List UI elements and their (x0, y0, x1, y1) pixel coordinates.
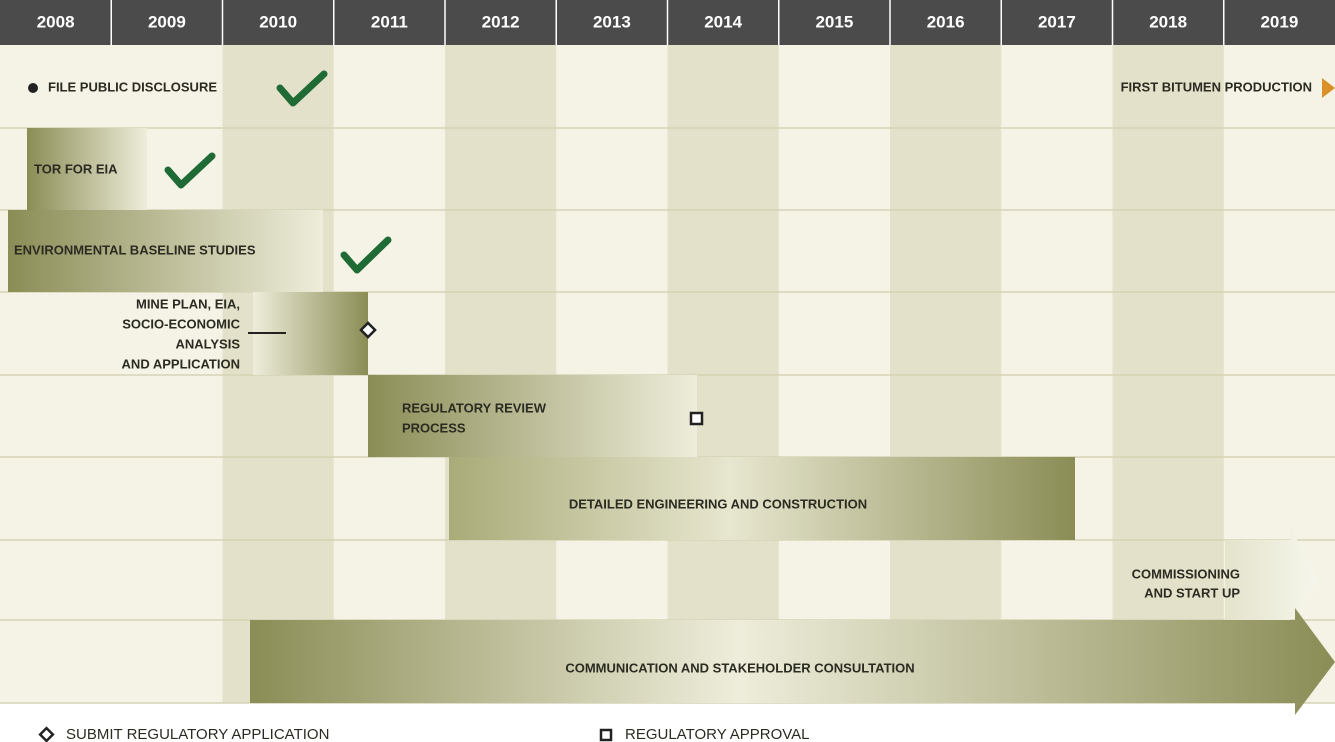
legend-square (599, 728, 613, 742)
task-label: REGULATORY REVIEW (402, 400, 547, 415)
task-arrow (1225, 526, 1318, 620)
year-column (556, 45, 668, 703)
task-label: ENVIRONMENTAL BASELINE STUDIES (14, 242, 256, 257)
task-label: DETAILED ENGINEERING AND CONSTRUCTION (569, 496, 867, 511)
year-labels: 2008 2009 2010 2011 2012 2013 2014 2015 2016 2017… (37, 0, 1298, 45)
milestone-arrow (1322, 78, 1335, 98)
year-column (667, 45, 780, 703)
task-arrow (250, 608, 1335, 715)
year-column (445, 45, 557, 703)
year-label: 2018 (1149, 12, 1187, 31)
task-label: SOCIO-ECONOMIC (122, 316, 240, 331)
legend-diamond (38, 726, 55, 742)
year-label: 2008 (37, 12, 75, 31)
legend-label: REGULATORY APPROVAL (625, 726, 810, 742)
year-column (890, 45, 1002, 703)
year-label: 2014 (704, 12, 742, 31)
year-column (1001, 45, 1113, 703)
task-label: ANALYSIS (175, 336, 240, 351)
milestone-label: FILE PUBLIC DISCLOSURE (48, 79, 217, 94)
submit-diamond (359, 321, 377, 339)
task-bar (27, 128, 147, 210)
year-label: 2010 (259, 12, 297, 31)
year-label: 2011 (371, 12, 408, 31)
year-label: 2017 (1038, 12, 1076, 31)
year-label: 2019 (1260, 12, 1298, 31)
year-label: 2013 (593, 12, 631, 31)
task-label: TOR FOR EIA (34, 161, 118, 176)
year-column (778, 45, 891, 703)
task-label: COMMISSIONING (1132, 566, 1240, 581)
year-label: 2016 (927, 12, 965, 31)
checkmark (164, 152, 216, 189)
legend-label: SUBMIT REGULATORY APPLICATION (66, 726, 329, 742)
year-label: 2009 (148, 12, 186, 31)
task-label: COMMUNICATION AND STAKEHOLDER CONSULTATI… (565, 660, 914, 675)
task-bar (449, 457, 1075, 540)
milestone-label: FIRST BITUMEN PRODUCTION (1121, 79, 1312, 94)
approval-square (689, 411, 704, 426)
checkmark (340, 236, 392, 274)
year-columns (0, 45, 1335, 703)
task-label: PROCESS (402, 420, 466, 435)
year-label: 2012 (482, 12, 520, 31)
year-column (1112, 45, 1225, 703)
task-label: AND START UP (1144, 585, 1240, 600)
task-bar (8, 210, 323, 292)
milestone-dot (28, 83, 38, 93)
year-label: 2015 (815, 12, 853, 31)
task-bar (368, 375, 697, 457)
checkmark (276, 70, 328, 107)
task-label: AND APPLICATION (122, 356, 240, 371)
task-label: MINE PLAN, EIA, (136, 296, 240, 311)
